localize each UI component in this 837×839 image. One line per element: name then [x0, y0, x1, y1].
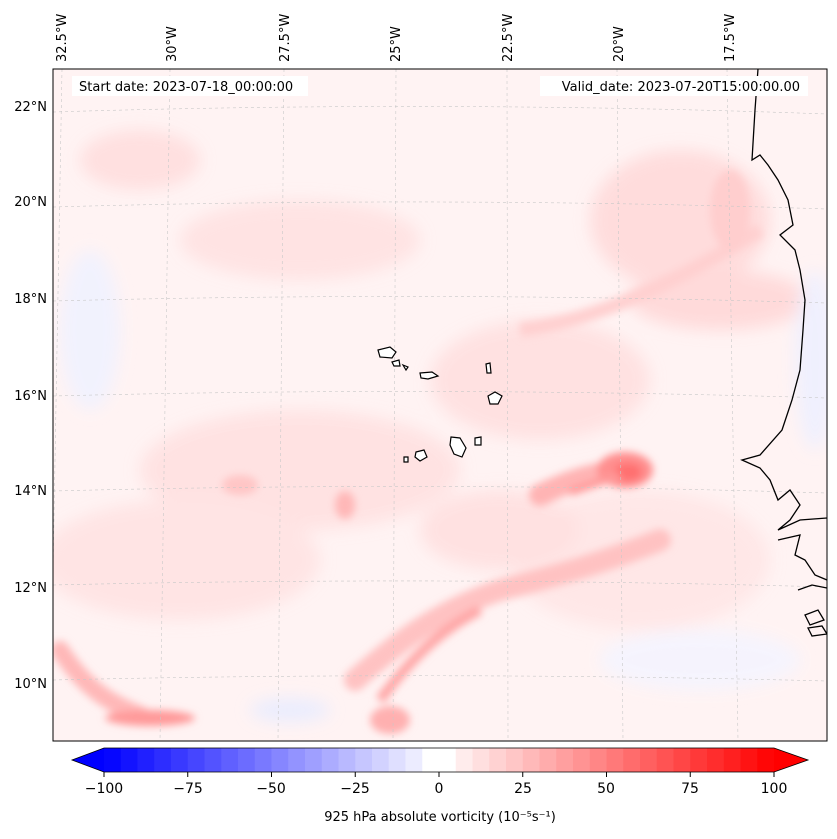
colorbar-tick-label: −100	[85, 781, 123, 797]
colorbar-segment	[238, 748, 256, 772]
lat-label: 10°N	[14, 677, 47, 692]
colorbar-segment	[171, 748, 189, 772]
lat-label: 18°N	[14, 292, 47, 307]
colorbar-title: 925 hPa absolute vorticity (10⁻⁵s⁻¹)	[324, 810, 556, 825]
plot-frame	[52, 68, 828, 742]
colorbar-tick-labels: −100 −75 −50 −25 0 25 50 75 100	[85, 781, 788, 797]
colorbar-segment	[254, 748, 272, 772]
island-brava	[403, 456, 409, 463]
colorbar-segment	[606, 748, 624, 772]
colorbar-segment	[539, 748, 557, 772]
colorbar-segment	[355, 748, 373, 772]
colorbar-segment	[455, 748, 473, 772]
colorbar-ticks	[103, 772, 775, 777]
colorbar-segment	[422, 748, 440, 772]
colorbar: −100 −75 −50 −25 0 25 50 75 100 925 hPa …	[70, 747, 810, 825]
colorbar-segment	[154, 748, 172, 772]
colorbar-segment	[321, 748, 339, 772]
island-sao-nicolau	[419, 371, 440, 380]
colorbar-segment	[372, 748, 390, 772]
lon-label: 22.5°W	[501, 14, 516, 62]
lat-label: 22°N	[14, 100, 47, 115]
colorbar-segment	[338, 748, 356, 772]
colorbar-tick-label: −25	[340, 781, 370, 797]
island-sal	[485, 362, 492, 374]
lat-label: 16°N	[14, 389, 47, 404]
colorbar-segment	[656, 748, 674, 772]
longitude-labels: 32.5°W 30°W 27.5°W 25°W 22.5°W 20°W 17.5…	[55, 14, 738, 62]
colorbar-segment	[556, 748, 574, 772]
colorbar-tick-label: 50	[597, 781, 615, 797]
island-maio	[474, 436, 482, 446]
island-sao-vicente	[391, 359, 401, 367]
colorbar-max-extend	[774, 748, 808, 772]
lon-label: 32.5°W	[55, 14, 70, 62]
colorbar-segment	[757, 748, 775, 772]
lon-label: 27.5°W	[278, 14, 293, 62]
start-date-box	[72, 76, 308, 96]
colorbar-segment	[673, 748, 691, 772]
colorbar-segment	[187, 748, 205, 772]
colorbar-segment	[271, 748, 289, 772]
gridlines	[53, 69, 827, 741]
colorbar-tick-label: −75	[173, 781, 203, 797]
colorbar-segment	[489, 748, 507, 772]
colorbar-min-extend	[72, 748, 104, 772]
start-date-label: Start date: 2023-07-18_00:00:00	[79, 80, 293, 95]
lon-label: 30°W	[165, 26, 180, 62]
vorticity-field	[53, 130, 827, 734]
colorbar-tick-label: 100	[761, 781, 788, 797]
colorbar-segment	[589, 748, 607, 772]
island-fogo	[414, 449, 428, 462]
cape-verde-islands	[377, 346, 503, 463]
island-santa-luzia	[401, 363, 409, 372]
colorbar-segment	[104, 748, 122, 772]
colorbar-tick-label: 0	[435, 781, 444, 797]
coastlines	[740, 69, 827, 637]
colorbar-segment	[740, 748, 758, 772]
colorbar-segment	[522, 748, 540, 772]
colorbar-segment	[573, 748, 591, 772]
plot-area	[53, 69, 827, 741]
lon-label: 25°W	[389, 26, 404, 62]
valid-date-label: Valid_date: 2023-07-20T15:00:00.00	[562, 80, 800, 95]
lat-label: 20°N	[14, 195, 47, 210]
island-santo-antao	[377, 346, 397, 359]
colorbar-segment	[690, 748, 708, 772]
valid-date-box	[540, 76, 808, 96]
colorbar-tick-label: 75	[681, 781, 699, 797]
colorbar-segment	[221, 748, 239, 772]
lat-label: 14°N	[14, 484, 47, 499]
africa-coastline	[740, 69, 827, 531]
colorbar-segment	[288, 748, 306, 772]
colorbar-segment	[640, 748, 658, 772]
colorbar-segment	[707, 748, 725, 772]
lon-label: 20°W	[612, 26, 627, 62]
island-boa-vista	[487, 391, 503, 405]
colorbar-segment	[204, 748, 222, 772]
colorbar-segment	[723, 748, 741, 772]
colorbar-tick-label: 25	[514, 781, 532, 797]
colorbar-segment	[120, 748, 138, 772]
lon-label: 17.5°W	[723, 14, 738, 62]
colorbar-segment	[623, 748, 641, 772]
colorbar-segment	[472, 748, 490, 772]
colorbar-segment	[439, 748, 457, 772]
colorbar-segment	[405, 748, 423, 772]
colorbar-segment	[137, 748, 155, 772]
island-santiago	[449, 436, 467, 458]
latitude-labels: 22°N 20°N 18°N 16°N 14°N 12°N 10°N	[14, 100, 47, 692]
colorbar-tick-label: −50	[256, 781, 286, 797]
colorbar-segment	[388, 748, 406, 772]
colorbar-segments	[104, 748, 775, 772]
colorbar-segment	[305, 748, 323, 772]
lat-label: 12°N	[14, 581, 47, 596]
colorbar-segment	[506, 748, 524, 772]
